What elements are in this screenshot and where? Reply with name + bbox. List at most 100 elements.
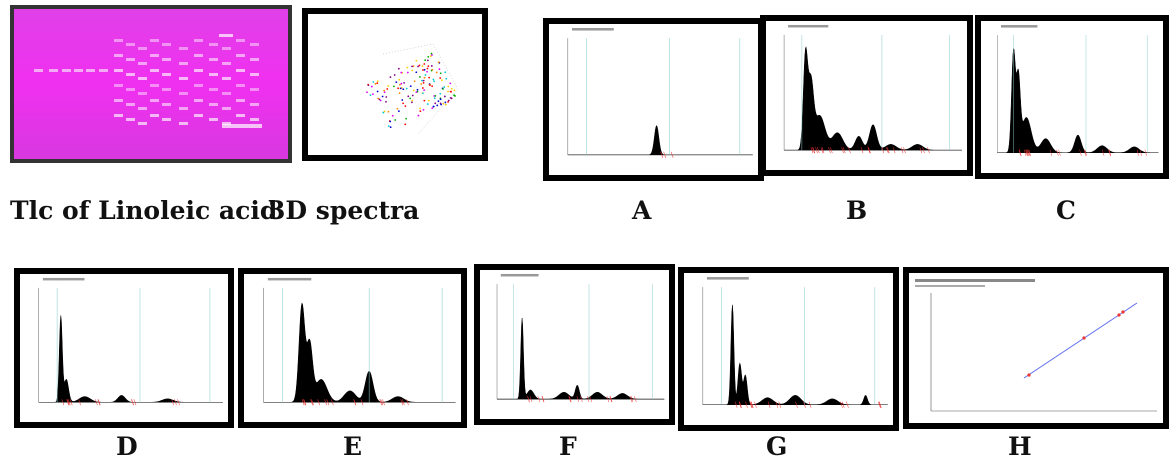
- band: [194, 84, 203, 87]
- baseline-tick: [749, 401, 753, 408]
- spectra-panel: [302, 8, 488, 161]
- chromatogram-plot: [783, 24, 962, 154]
- baseline-tick: [69, 399, 73, 406]
- dot: [432, 105, 435, 108]
- baseline-tick: [795, 401, 798, 408]
- dot: [416, 88, 419, 91]
- header-text: [500, 273, 539, 277]
- baseline-tick: [1023, 149, 1027, 156]
- baseline-tick: [919, 147, 923, 154]
- dot: [427, 65, 430, 68]
- dot: [429, 55, 432, 58]
- band: [209, 73, 218, 76]
- band: [250, 118, 259, 121]
- dot: [445, 77, 448, 80]
- dot: [423, 76, 426, 79]
- dot: [377, 97, 380, 100]
- baseline-tick: [609, 396, 612, 403]
- baseline-tick: [379, 399, 383, 406]
- baseline-tick: [1084, 149, 1087, 156]
- band: [126, 103, 135, 106]
- baseline-tick: [878, 401, 881, 408]
- baseline-tick: [670, 151, 674, 158]
- band: [222, 62, 231, 65]
- dot: [424, 74, 427, 76]
- baseline-tick: [1108, 149, 1111, 156]
- dot: [367, 83, 370, 86]
- baseline-tick: [868, 147, 871, 154]
- baseline-tick: [927, 147, 930, 154]
- dot: [387, 110, 390, 113]
- band: [250, 58, 259, 61]
- dot: [432, 78, 435, 81]
- dot: [383, 91, 386, 94]
- baseline-tick: [745, 401, 748, 408]
- baseline-tick: [830, 147, 833, 154]
- baseline-tick: [326, 399, 330, 406]
- band: [179, 47, 188, 50]
- baseline-tick: [750, 401, 754, 408]
- dot: [439, 92, 442, 95]
- dot: [393, 74, 396, 76]
- baseline-tick: [406, 399, 409, 406]
- baseline-tick: [310, 399, 313, 406]
- dot: [453, 89, 456, 92]
- header-text: [42, 277, 85, 281]
- baseline-tick: [812, 147, 816, 154]
- trace: [784, 46, 962, 151]
- baseline-tick: [580, 396, 583, 403]
- band: [138, 122, 147, 125]
- tlc-image: [14, 9, 288, 159]
- band: [99, 69, 108, 72]
- baseline-tick: [131, 399, 134, 406]
- dot: [421, 87, 424, 89]
- band: [236, 84, 245, 87]
- dot: [404, 105, 407, 108]
- band: [179, 122, 188, 125]
- band: [150, 39, 159, 42]
- chromatogram-plot: [702, 277, 888, 408]
- dot: [372, 93, 374, 96]
- dot: [423, 63, 426, 65]
- dot: [417, 65, 419, 68]
- dot: [444, 103, 447, 106]
- dot: [387, 85, 390, 87]
- band: [209, 58, 218, 61]
- dot: [439, 98, 442, 101]
- chromatogram-plot: [263, 277, 456, 406]
- baseline-tick: [812, 147, 815, 154]
- band: [179, 92, 188, 95]
- dot: [370, 85, 373, 88]
- band: [222, 122, 231, 125]
- dot: [417, 114, 420, 117]
- band: [138, 92, 147, 95]
- baseline-tick: [1049, 149, 1053, 156]
- baseline-tick: [317, 399, 320, 406]
- label: H: [1008, 432, 1032, 459]
- baseline-tick: [66, 399, 69, 406]
- baseline-tick: [1056, 149, 1059, 156]
- dot: [405, 117, 408, 120]
- dot: [389, 76, 392, 78]
- baseline-tick: [775, 401, 779, 408]
- chromatogram-b: [760, 15, 973, 176]
- band: [222, 77, 231, 80]
- dot: [404, 123, 407, 126]
- point: [1082, 336, 1086, 340]
- baseline-tick: [660, 151, 664, 158]
- dot: [411, 65, 413, 68]
- dot: [391, 114, 394, 117]
- dot: [415, 59, 418, 62]
- baseline-tick: [610, 396, 613, 403]
- band: [150, 54, 159, 57]
- dot: [411, 94, 414, 97]
- dot: [427, 99, 430, 102]
- baseline-tick: [1083, 149, 1087, 156]
- baseline-tick: [311, 399, 314, 406]
- baseline-tick: [529, 396, 533, 403]
- label: 3D spectra: [268, 196, 420, 225]
- baseline-tick: [815, 147, 818, 154]
- band: [209, 88, 218, 91]
- dot: [431, 85, 434, 88]
- baseline-tick: [778, 401, 782, 408]
